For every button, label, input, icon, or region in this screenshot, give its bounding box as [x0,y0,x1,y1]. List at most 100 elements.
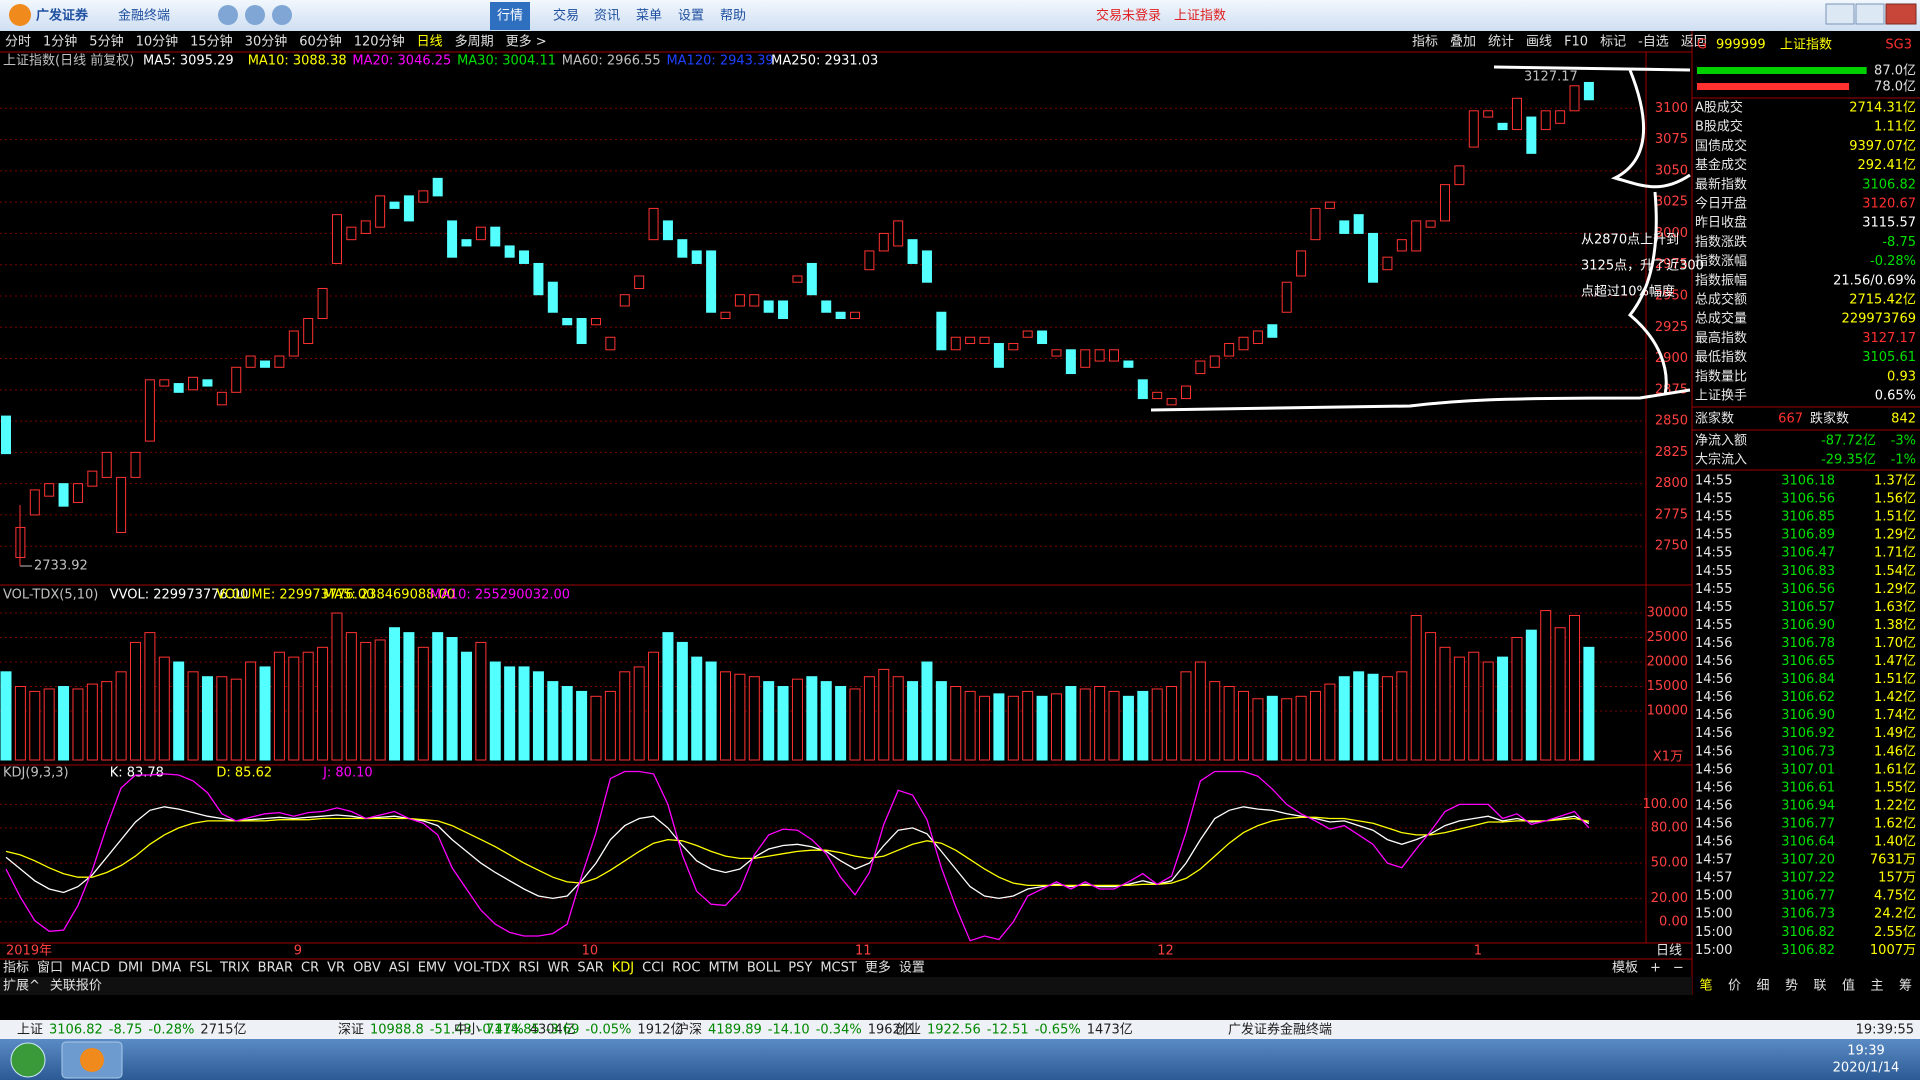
period-button[interactable]: 60分钟 [299,34,342,50]
quote-tab[interactable]: 势 [1785,978,1798,994]
tool-button[interactable]: -自选 [1638,35,1669,50]
menu-item[interactable]: 资讯 [594,9,620,24]
indicator-tab[interactable]: PSY [788,961,812,976]
forward-button[interactable] [272,5,292,25]
ratio-bar [1697,83,1850,90]
indicator-tab[interactable]: 指标 [3,961,29,976]
candle [403,195,414,222]
volume-header: VOLUME: 229973776.00 [216,588,374,603]
indicator-tab[interactable]: SAR [577,961,603,976]
indicator-tab[interactable]: 设置 [899,961,925,976]
indicator-tab[interactable]: DMI [118,961,143,976]
menu-item[interactable]: 设置 [678,9,704,24]
period-button[interactable]: 15分钟 [190,34,233,50]
quote-tab[interactable]: 联 [1813,979,1826,994]
candle [87,470,98,487]
indicator-tab[interactable]: TRIX [219,961,250,976]
back-button[interactable] [245,5,265,25]
tool-button[interactable]: F10 [1564,35,1588,50]
quote-panel [1692,31,1920,995]
extra-tab[interactable]: 扩展^ [3,979,40,994]
login-status: 交易未登录 [1096,8,1161,24]
menu-item[interactable]: 菜单 [636,9,662,24]
ratio-label: 78.0亿 [1874,80,1916,95]
quote-tab[interactable]: 笔 [1699,978,1712,994]
indicator-tab[interactable]: DMA [151,961,181,976]
period-button[interactable]: 10分钟 [136,34,179,50]
quote-value: 292.41亿 [1858,158,1917,173]
indicator-tab[interactable]: BOLL [747,961,781,976]
minimize-button[interactable] [1825,3,1855,25]
tool-button[interactable]: 叠加 [1450,35,1476,50]
quote-tab[interactable]: 价 [1728,979,1741,994]
period-button[interactable]: 5分钟 [89,34,123,50]
period-button[interactable]: 分时 [5,35,31,50]
period-button[interactable]: 多周期 [455,34,494,50]
high-label: 3127.17 [1524,70,1578,85]
period-button[interactable]: 日线 [417,35,443,50]
template-tab[interactable]: + [1650,961,1661,976]
indicator-tab[interactable]: VOL-TDX [454,961,510,976]
tool-button[interactable]: 返回 [1681,35,1707,50]
indicator-tab[interactable]: VR [327,961,345,976]
volume-bar [1425,632,1437,761]
tool-button[interactable]: 画线 [1526,35,1552,50]
maximize-button[interactable] [1855,3,1885,25]
period-button[interactable]: 更多 > [506,34,547,50]
indicator-tab[interactable]: ASI [389,961,410,976]
tool-button[interactable]: 标记 [1600,35,1626,50]
indicator-tab[interactable]: OBV [353,961,381,976]
tick-price: 3106.62 [1781,690,1835,705]
template-tab[interactable]: − [1673,961,1684,976]
indicator-tab[interactable]: MTM [708,961,738,976]
menu-item[interactable]: 行情 [497,9,523,24]
indicator-tab[interactable]: WR [547,961,569,976]
tool-button[interactable]: 指标 [1412,35,1438,50]
kdj-header: J: 80.10 [322,766,373,781]
indicator-tab[interactable]: MACD [71,961,110,976]
indicator-tab[interactable]: KDJ [612,961,634,976]
indicator-tab[interactable]: ROC [672,961,700,976]
indicator-tab[interactable]: EMV [418,961,446,976]
close-button[interactable] [1885,3,1917,25]
indicator-tab[interactable]: BRAR [258,961,293,976]
volume-bar [1453,656,1465,761]
home-button[interactable] [218,5,238,25]
quote-tab[interactable]: 细 [1756,979,1769,994]
template-tab[interactable]: 模板 [1612,961,1638,976]
period-button[interactable]: 30分钟 [245,34,288,50]
indicator-tab[interactable]: CCI [642,961,664,976]
menu-item[interactable]: 交易 [553,8,579,24]
candle [1569,85,1580,112]
indicator-tab[interactable]: 更多 [865,960,891,976]
candle [1224,343,1235,357]
tick-volume: 1.63亿 [1874,600,1916,615]
indicator-tab[interactable]: MCST [820,961,857,976]
volume-bar [863,676,875,761]
candle [1137,379,1148,400]
tick-volume: 1.38亿 [1874,618,1916,633]
quote-label: 总成交量 [1695,311,1747,327]
indicator-tab[interactable]: RSI [518,961,539,976]
extra-tab[interactable]: 关联报价 [50,979,102,994]
tool-button[interactable]: 统计 [1488,35,1514,50]
indicator-tab[interactable]: CR [301,961,319,976]
candle [965,336,976,345]
start-button[interactable] [10,1042,46,1078]
volume-bar [403,632,415,761]
quote-tab[interactable]: 主 [1870,979,1883,994]
indicator-tab[interactable]: FSL [189,961,213,976]
quote-tab[interactable]: 筹 [1899,978,1912,994]
period-button[interactable]: 1分钟 [43,34,77,50]
period-button[interactable]: 120分钟 [354,34,405,50]
volume-bar [273,651,285,761]
volume-bar [1209,681,1221,761]
tick-time: 15:00 [1695,925,1732,940]
quote-tab[interactable]: 值 [1842,978,1855,994]
volume-bar [475,641,487,761]
tick-time: 14:57 [1695,871,1732,886]
menu-item[interactable]: 帮助 [720,9,746,24]
tick-price: 3107.22 [1781,871,1835,886]
indicator-tab[interactable]: 窗口 [37,960,63,976]
